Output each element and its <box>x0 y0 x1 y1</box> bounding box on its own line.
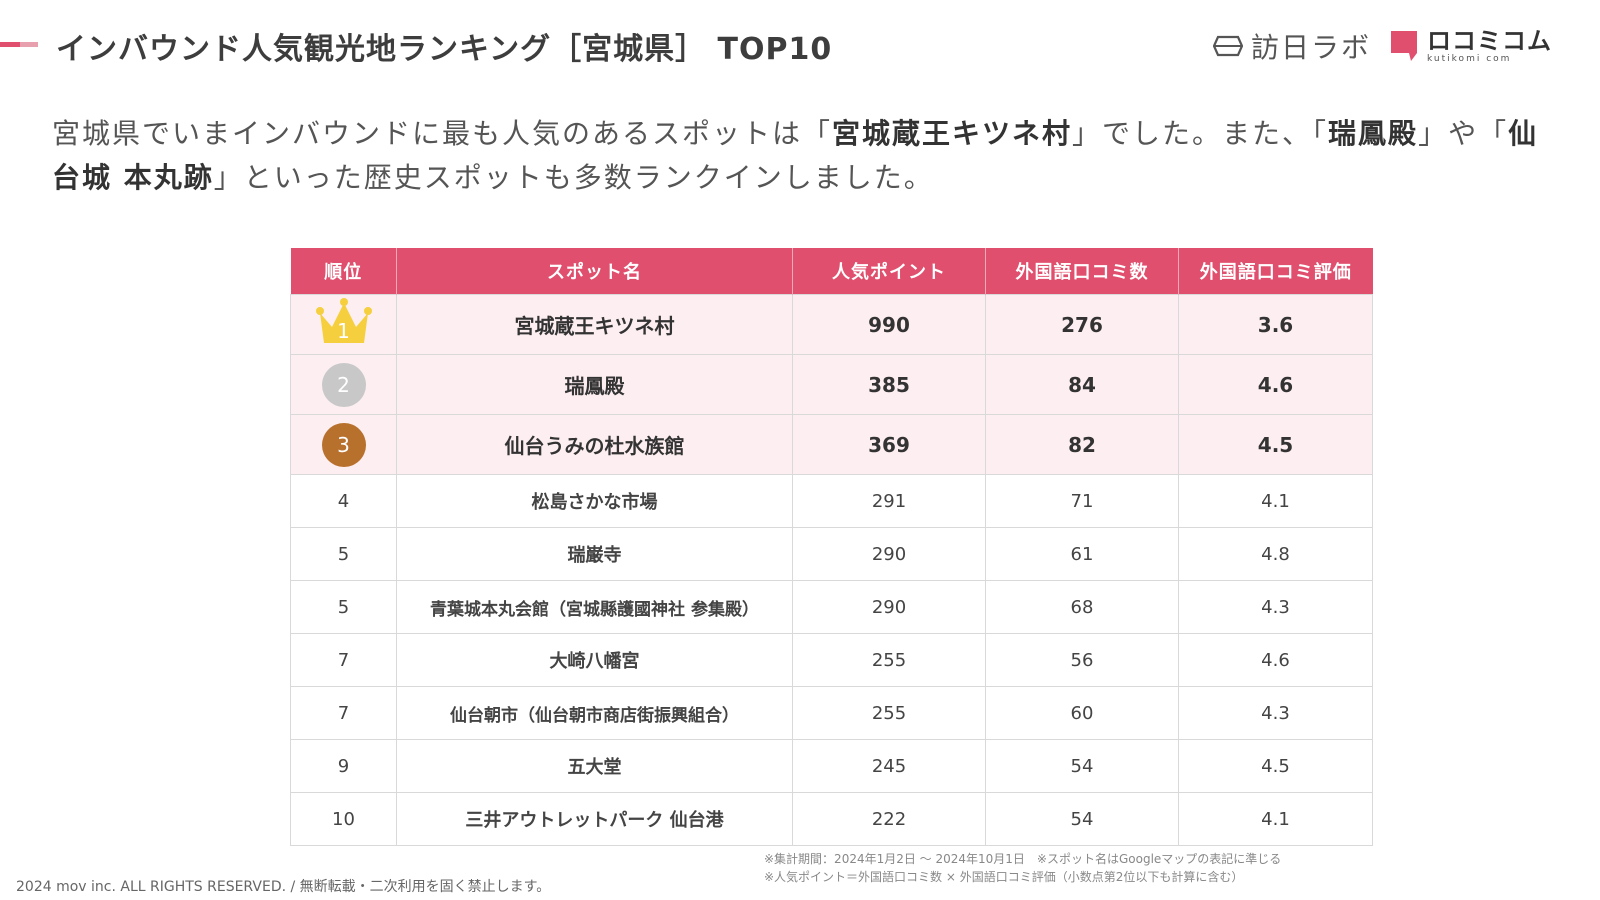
rating-cell: 4.3 <box>1178 686 1373 740</box>
bronze-medal-icon: 3 <box>321 422 366 467</box>
review-count-cell: 54 <box>985 739 1179 793</box>
points-cell: 990 <box>792 294 986 355</box>
footnotes: ※集計期間：2024年1月2日 〜 2024年10月1日 ※スポット名はGoog… <box>764 850 1281 886</box>
spot-name-cell: 松島さかな市場 <box>396 474 793 528</box>
table-row: 1 宮城蔵王キツネ村 990 276 3.6 <box>290 294 1373 355</box>
kuchikomi-com-logo: ロコミコム kutikomi com <box>1389 29 1552 64</box>
rank-cell: 9 <box>290 739 397 793</box>
lead-text-4: 」といった歴史スポットも多数ランクインしました。 <box>213 161 934 194</box>
review-count-cell: 82 <box>985 414 1179 475</box>
points-cell: 369 <box>792 414 986 475</box>
footnote-line-1: ※集計期間：2024年1月2日 〜 2024年10月1日 ※スポット名はGoog… <box>764 852 1282 866</box>
table-row: 7 仙台朝市（仙台朝市商店街振興組合） 255 60 4.3 <box>290 686 1373 740</box>
kuchikomi-logo-subtext: kutikomi com <box>1427 53 1512 64</box>
silver-medal-icon: 2 <box>321 362 366 407</box>
table-row: 10 三井アウトレットパーク 仙台港 222 54 4.1 <box>290 792 1373 846</box>
kuchikomi-logo-text: ロコミコム <box>1427 26 1552 55</box>
review-count-cell: 84 <box>985 354 1179 415</box>
points-cell: 245 <box>792 739 986 793</box>
points-cell: 385 <box>792 354 986 415</box>
spot-name-cell: 仙台うみの杜水族館 <box>396 414 793 475</box>
lead-highlight-3: 仙台城 本丸跡 <box>52 117 1539 194</box>
lead-paragraph: 宮城県でいまインバウンドに最も人気のあるスポットは「宮城蔵王キツネ村」でした。ま… <box>52 112 1552 200</box>
rating-cell: 4.5 <box>1178 414 1373 475</box>
header-points: 人気ポイント <box>792 248 986 295</box>
table-row: 7 大崎八幡宮 255 56 4.6 <box>290 633 1373 687</box>
header-spot-name: スポット名 <box>396 248 793 295</box>
rank-cell: 5 <box>290 580 397 634</box>
lead-text-2: 」でした。また、「 <box>1072 117 1329 150</box>
copyright-text: 2024 mov inc. ALL RIGHTS RESERVED. / 無断転… <box>16 879 551 895</box>
rank-cell: 4 <box>290 474 397 528</box>
review-count-cell: 276 <box>985 294 1179 355</box>
page-title: インバウンド人気観光地ランキング［宮城県］ TOP10 <box>56 32 833 67</box>
lead-highlight-1: 宮城蔵王キツネ村 <box>832 117 1073 150</box>
rank-cell: 2 <box>290 354 397 415</box>
rating-cell: 4.1 <box>1178 792 1373 846</box>
points-cell: 255 <box>792 633 986 687</box>
rank-cell: 5 <box>290 527 397 581</box>
review-count-cell: 56 <box>985 633 1179 687</box>
spot-name-cell: 瑞鳳殿 <box>396 354 793 415</box>
lead-text-1: 宮城県でいまインバウンドに最も人気のあるスポットは「 <box>52 117 833 150</box>
houjitsu-labo-logo: 訪日ラボ <box>1212 26 1371 66</box>
footnote-line-2: ※人気ポイント＝外国語口コミ数 × 外国語口コミ評価（小数点第2位以下も計算に含… <box>764 870 1244 884</box>
spot-name-cell: 大崎八幡宮 <box>396 633 793 687</box>
spot-name-cell: 三井アウトレットパーク 仙台港 <box>396 792 793 846</box>
points-cell: 290 <box>792 527 986 581</box>
table-row: 9 五大堂 245 54 4.5 <box>290 739 1373 793</box>
lead-text-3: 」や「 <box>1418 117 1509 150</box>
review-count-cell: 60 <box>985 686 1179 740</box>
rank-cell: 3 <box>290 414 397 475</box>
points-cell: 290 <box>792 580 986 634</box>
header-logos: 訪日ラボ ロコミコム kutikomi com <box>1212 26 1552 66</box>
rating-cell: 4.1 <box>1178 474 1373 528</box>
rating-cell: 4.8 <box>1178 527 1373 581</box>
table-row: 3 仙台うみの杜水族館 369 82 4.5 <box>290 414 1373 475</box>
gold-crown-icon: 1 <box>312 297 376 347</box>
review-count-cell: 68 <box>985 580 1179 634</box>
houjitsu-logo-text: 訪日ラボ <box>1250 31 1371 64</box>
table-row: 5 瑞巌寺 290 61 4.8 <box>290 527 1373 581</box>
rank-cell: 7 <box>290 633 397 687</box>
review-count-cell: 61 <box>985 527 1179 581</box>
header-rank: 順位 <box>290 248 397 295</box>
ranking-table: 順位 スポット名 人気ポイント 外国語口コミ数 外国語口コミ評価 1 宮城蔵 <box>290 248 1373 846</box>
rank-number: 1 <box>337 319 350 343</box>
points-cell: 222 <box>792 792 986 846</box>
table-row: 4 松島さかな市場 291 71 4.1 <box>290 474 1373 528</box>
spot-name-cell: 仙台朝市（仙台朝市商店街振興組合） <box>396 686 793 740</box>
review-count-cell: 71 <box>985 474 1179 528</box>
points-cell: 291 <box>792 474 986 528</box>
rating-cell: 4.6 <box>1178 633 1373 687</box>
points-cell: 255 <box>792 686 986 740</box>
table-row: 5 青葉城本丸会館（宮城縣護國神社 参集殿） 290 68 4.3 <box>290 580 1373 634</box>
header-review-count: 外国語口コミ数 <box>985 248 1179 295</box>
table-header-row: 順位 スポット名 人気ポイント 外国語口コミ数 外国語口コミ評価 <box>290 248 1373 295</box>
rank-cell: 10 <box>290 792 397 846</box>
lead-highlight-2: 瑞鳳殿 <box>1328 117 1419 150</box>
kuchikomi-logo-icon <box>1391 31 1417 61</box>
table-row: 2 瑞鳳殿 385 84 4.6 <box>290 354 1373 415</box>
spot-name-cell: 瑞巌寺 <box>396 527 793 581</box>
spot-name-cell: 宮城蔵王キツネ村 <box>396 294 793 355</box>
rank-cell: 7 <box>290 686 397 740</box>
rating-cell: 4.6 <box>1178 354 1373 415</box>
spot-name-cell: 五大堂 <box>396 739 793 793</box>
rating-cell: 3.6 <box>1178 294 1373 355</box>
spot-name-cell: 青葉城本丸会館（宮城縣護國神社 参集殿） <box>396 580 793 634</box>
houjitsu-logo-icon <box>1212 35 1243 57</box>
review-count-cell: 54 <box>985 792 1179 846</box>
rating-cell: 4.3 <box>1178 580 1373 634</box>
rating-cell: 4.5 <box>1178 739 1373 793</box>
rank-cell: 1 <box>290 294 397 355</box>
title-accent-bar <box>0 42 38 47</box>
header-review-rating: 外国語口コミ評価 <box>1178 248 1373 295</box>
